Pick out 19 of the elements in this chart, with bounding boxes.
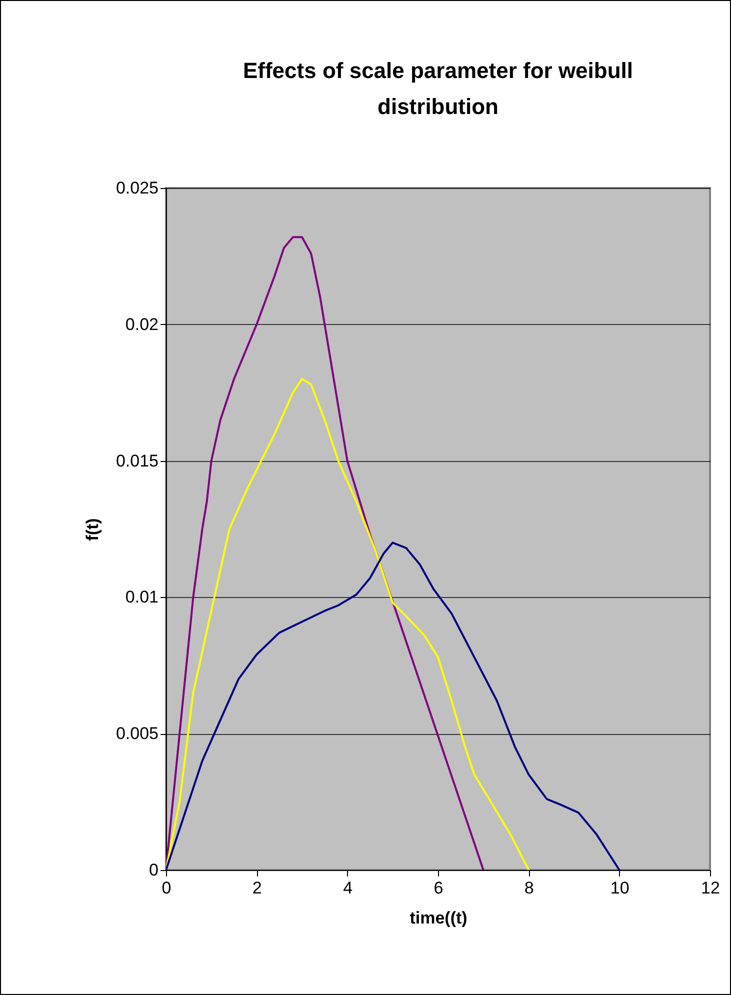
- y-tick-label: 0.01: [125, 588, 158, 607]
- chart-title: Effects of scale parameter for weibull distribution: [242, 58, 634, 119]
- x-tick-label: 8: [524, 878, 534, 898]
- x-axis-title: time((t): [410, 908, 468, 928]
- y-tick-label: 0: [149, 860, 158, 880]
- x-tick-label: 12: [701, 878, 720, 898]
- y-tick-label: 0.025: [116, 178, 158, 198]
- x-tick-label: 0: [162, 878, 172, 898]
- y-tick-label: 0.005: [116, 724, 158, 744]
- y-tick-label: 0.02: [125, 314, 158, 334]
- line-series: [166, 378, 530, 870]
- y-axis-title: f(t): [82, 518, 102, 541]
- x-tick-label: 6: [434, 878, 444, 898]
- y-tick-label: 0.015: [116, 451, 158, 470]
- x-tick-label: 2: [252, 878, 262, 898]
- x-tick-label: 10: [610, 878, 630, 898]
- line-series: [166, 236, 484, 870]
- x-tick-label: 4: [343, 878, 353, 898]
- line-series: [166, 542, 620, 870]
